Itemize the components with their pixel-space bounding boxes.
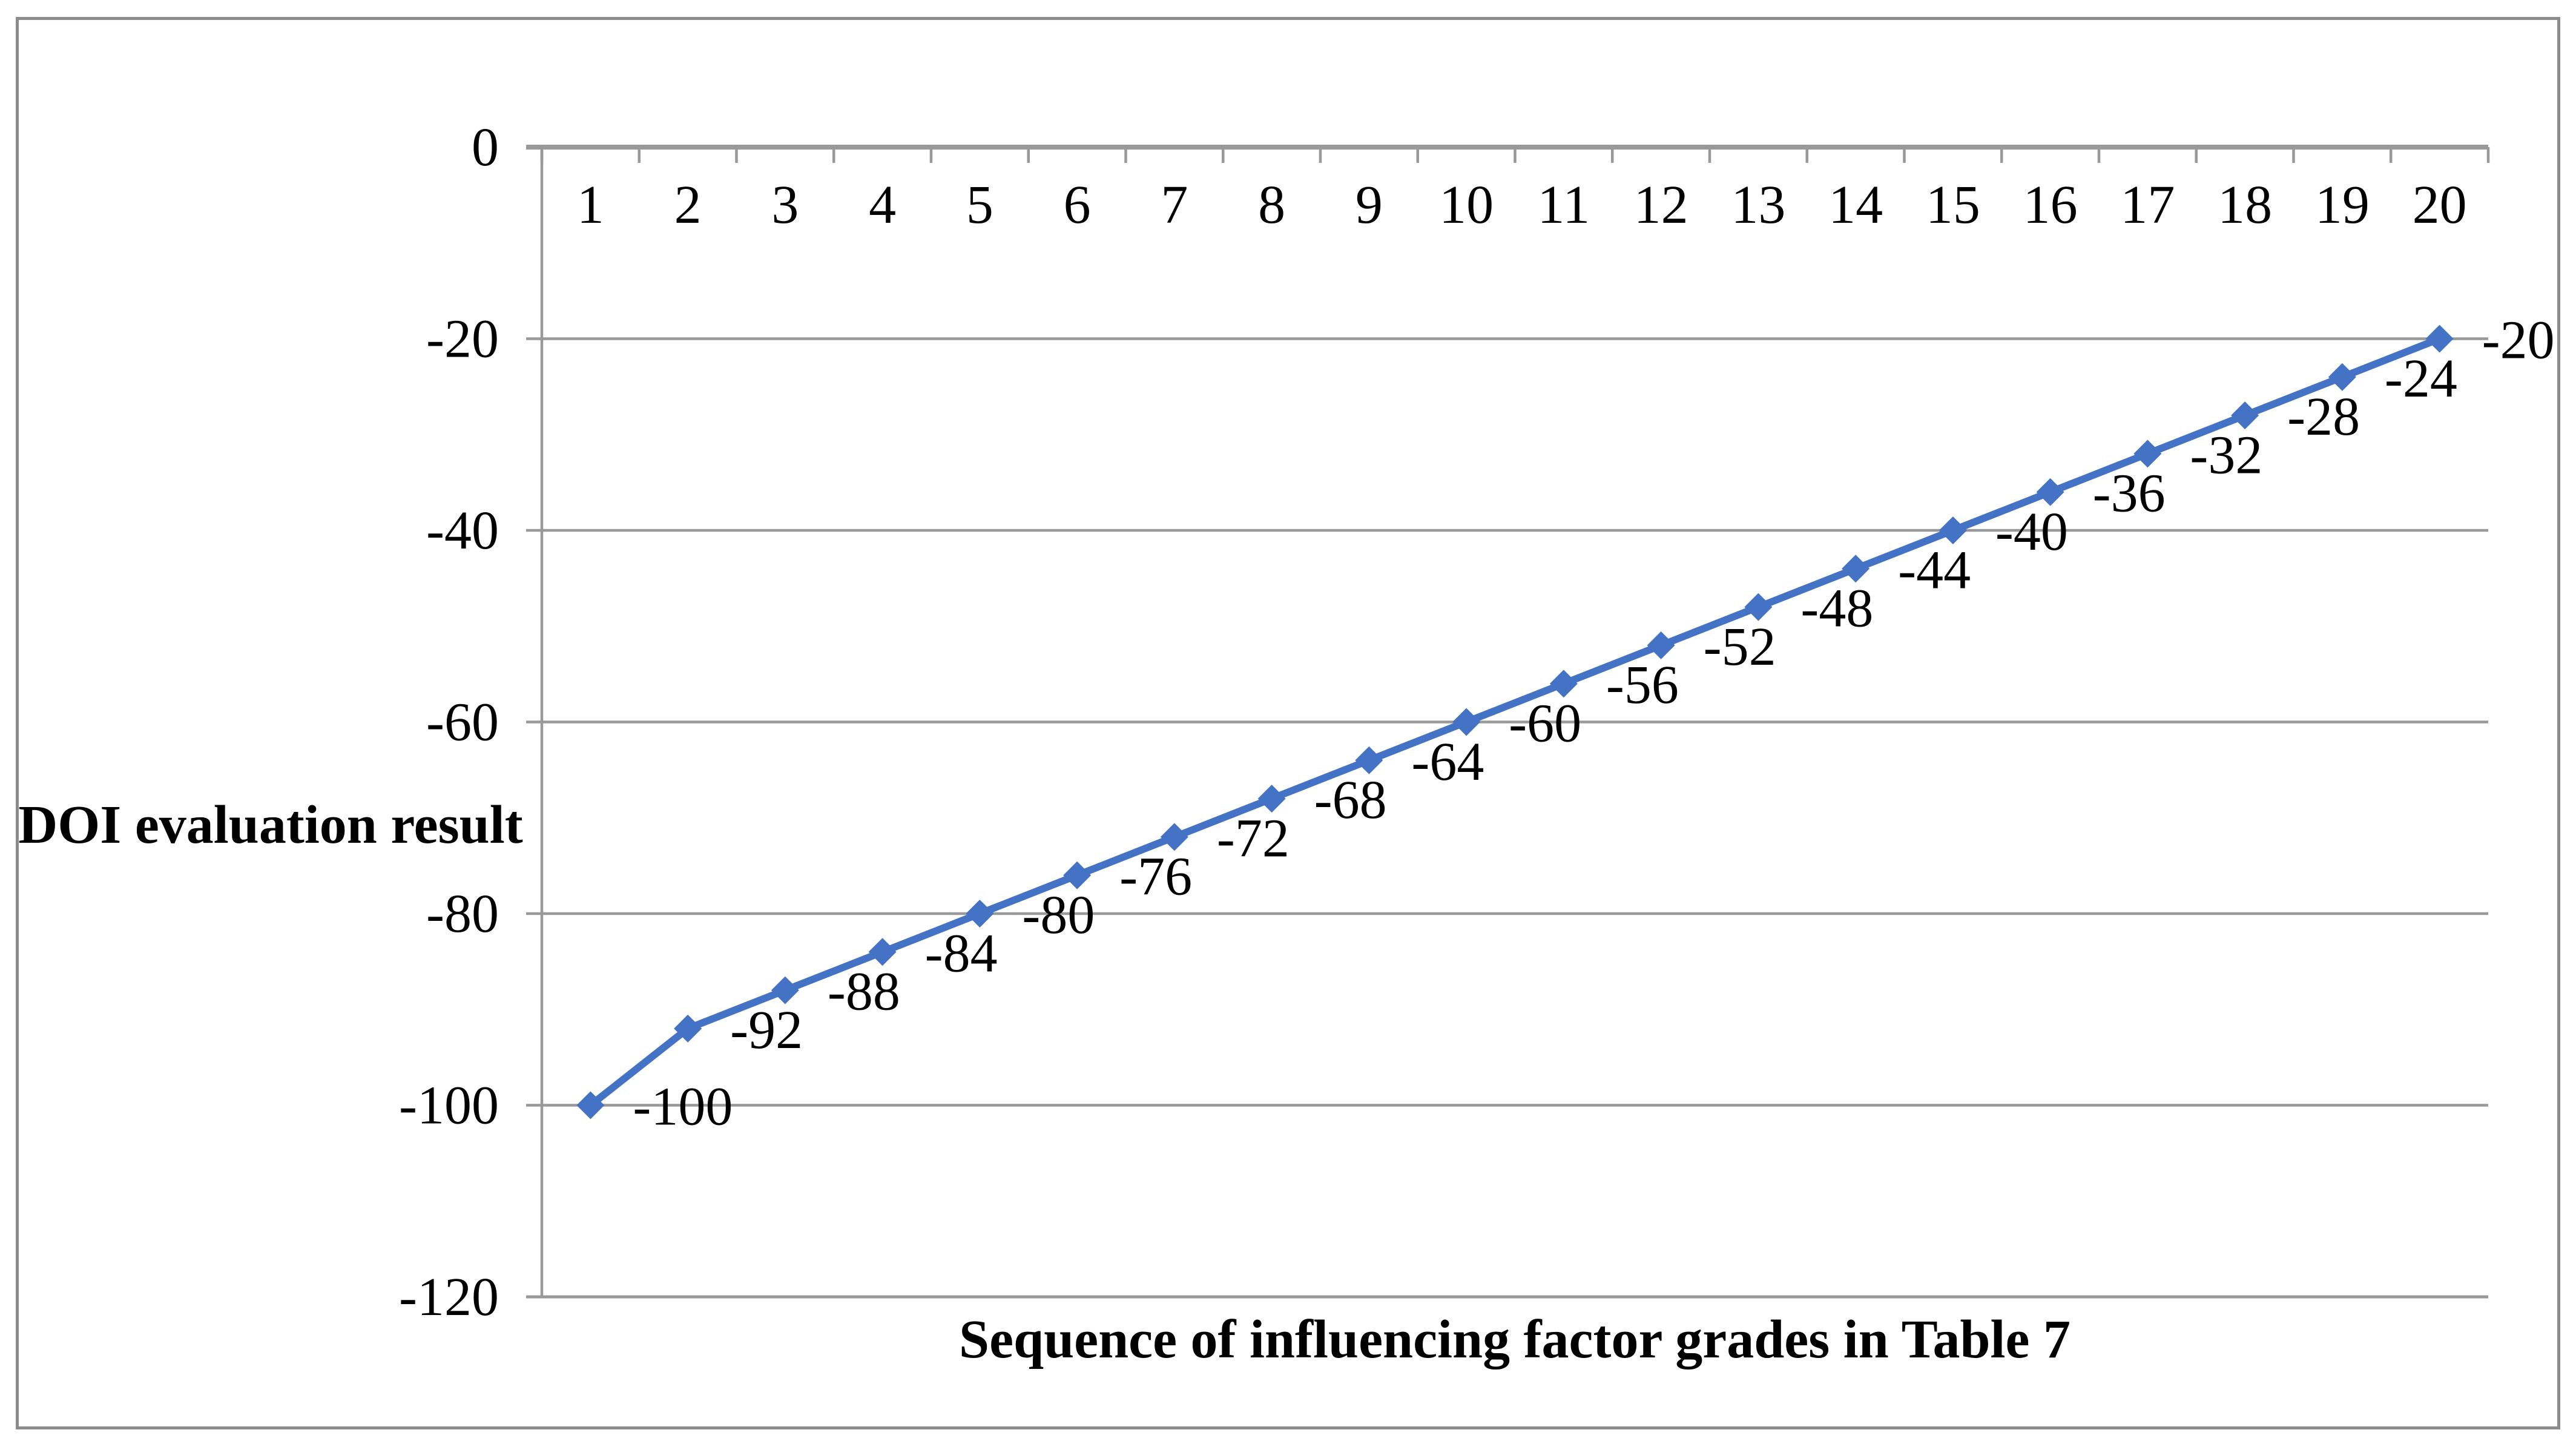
x-tick-label: 19: [2315, 175, 2370, 235]
data-point-marker: [771, 976, 799, 1004]
y-tick-label: -60: [426, 693, 499, 753]
data-point-marker: [674, 1014, 702, 1043]
x-tick-label: 15: [1926, 175, 1980, 235]
y-tick-label: 0: [472, 117, 499, 177]
data-point-marker: [966, 900, 994, 928]
x-tick-label: 13: [1731, 175, 1785, 235]
y-tick-label: -100: [399, 1076, 499, 1136]
data-point-marker: [1257, 785, 1286, 813]
data-point-marker: [2231, 401, 2259, 430]
data-point-label: -32: [2190, 425, 2262, 485]
data-point-label: -80: [1022, 885, 1095, 945]
x-tick-label: 12: [1634, 175, 1688, 235]
data-point-label: -68: [1314, 770, 1387, 830]
data-point-label: -84: [925, 923, 998, 983]
x-tick-label: 3: [771, 175, 799, 235]
data-point-marker: [2133, 440, 2162, 468]
x-tick-label: 16: [2023, 175, 2078, 235]
x-tick-label: 11: [1538, 175, 1590, 235]
data-point-label: -28: [2287, 387, 2360, 447]
y-tick-label: -40: [426, 501, 499, 561]
figure-border: [16, 17, 2560, 1429]
x-tick-label: 20: [2413, 175, 2467, 235]
data-point-label: -20: [2482, 311, 2555, 371]
y-tick-label: -120: [399, 1267, 499, 1327]
data-point-label: -100: [633, 1077, 733, 1137]
data-point-marker: [1842, 555, 1870, 583]
data-point-label: -76: [1119, 847, 1192, 907]
data-point-label: -56: [1606, 655, 1679, 715]
data-point-label: -72: [1217, 808, 1290, 868]
data-point-marker: [1063, 861, 1092, 889]
x-tick-label: 4: [869, 175, 896, 235]
data-point-marker: [1939, 516, 1967, 544]
data-point-label: -92: [730, 1000, 803, 1060]
x-tick-label: 8: [1258, 175, 1285, 235]
data-point-marker: [1549, 670, 1578, 698]
x-tick-label: 6: [1064, 175, 1091, 235]
data-point-label: -44: [1898, 540, 1971, 600]
data-point-label: -24: [2385, 349, 2457, 409]
x-tick-label: 18: [2218, 175, 2272, 235]
x-tick-label: 10: [1439, 175, 1494, 235]
data-point-label: -52: [1704, 617, 1776, 677]
data-point-marker: [1744, 593, 1773, 621]
data-point-marker: [868, 938, 897, 966]
data-point-label: -48: [1800, 579, 1873, 639]
data-point-marker: [2425, 325, 2454, 353]
x-tick-label: 5: [966, 175, 993, 235]
y-axis-title: DOI evaluation result: [18, 795, 522, 855]
y-tick-label: -20: [426, 309, 499, 369]
data-point-marker: [576, 1091, 605, 1119]
data-point-label: -60: [1509, 694, 1581, 754]
data-point-label: -40: [1995, 502, 2068, 562]
x-tick-label: 1: [577, 175, 604, 235]
data-point-label: -64: [1411, 732, 1484, 792]
x-tick-label: 17: [2120, 175, 2175, 235]
y-tick-label: -80: [426, 884, 499, 944]
x-tick-label: 7: [1161, 175, 1188, 235]
series-line: [587, 335, 2443, 1109]
data-point-marker: [1647, 631, 1675, 659]
data-point-marker: [1452, 708, 1481, 736]
data-point-marker: [1355, 746, 1383, 774]
x-tick-label: 2: [674, 175, 702, 235]
x-axis-title: Sequence of influencing factor grades in…: [959, 1310, 2070, 1370]
data-point-label: -88: [828, 962, 900, 1022]
data-point-marker: [2328, 363, 2356, 391]
data-point-label: -36: [2093, 464, 2166, 524]
data-point-marker: [1160, 823, 1188, 851]
x-tick-label: 9: [1356, 175, 1383, 235]
data-point-marker: [2036, 478, 2064, 506]
x-tick-label: 14: [1828, 175, 1883, 235]
